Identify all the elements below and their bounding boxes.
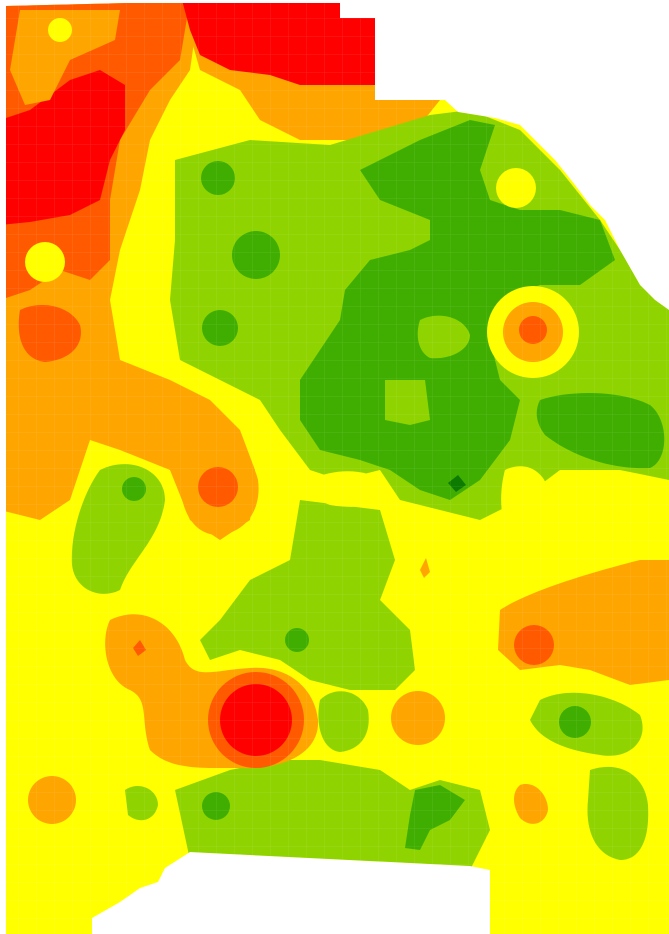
contour-map [6, 3, 669, 934]
grid-overlay [6, 3, 669, 934]
map-region [6, 3, 669, 934]
contour-map-svg [6, 3, 669, 934]
